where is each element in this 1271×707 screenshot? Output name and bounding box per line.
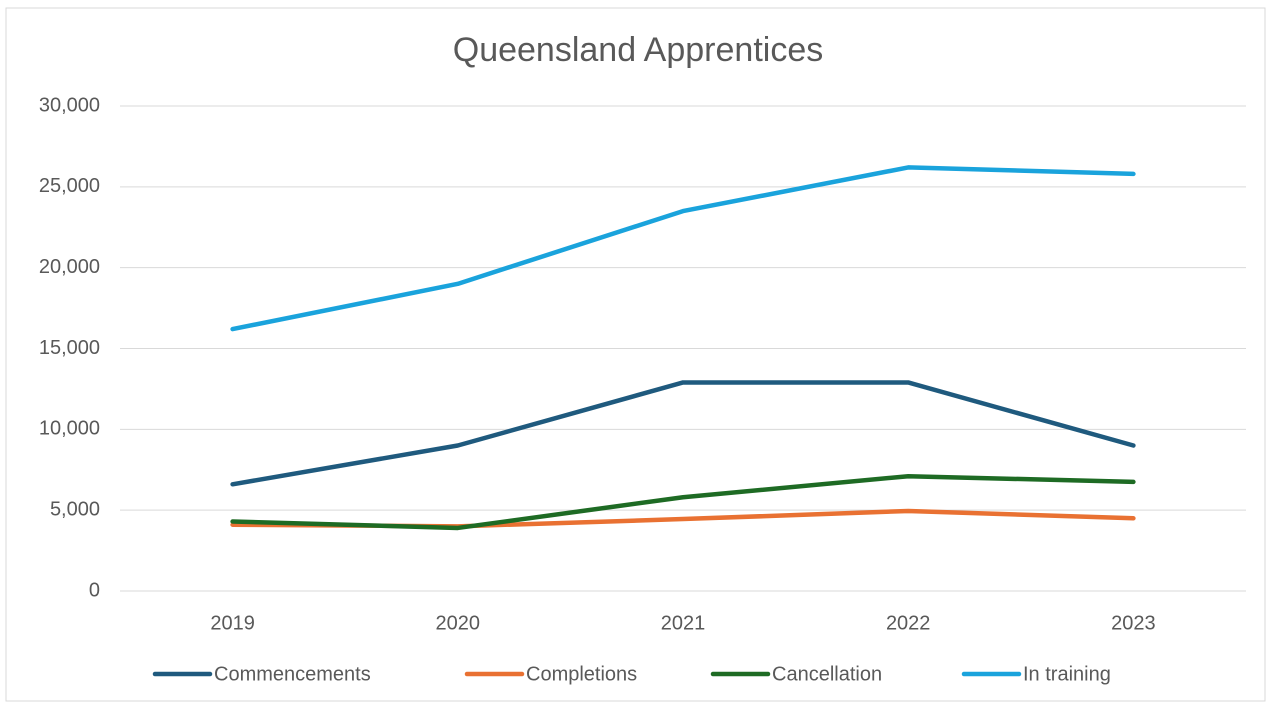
legend-label: In training [1023, 663, 1111, 685]
series-line [230, 165, 1136, 332]
legend-label: Completions [526, 663, 637, 685]
y-tick-label: 10,000 [39, 418, 100, 440]
series-line [230, 473, 1136, 531]
x-tick-label: 2022 [886, 612, 931, 634]
y-tick-label: 15,000 [39, 337, 100, 359]
chart-title: Queensland Apprentices [453, 31, 823, 69]
x-tick-label: 2019 [210, 612, 255, 634]
y-tick-label: 0 [89, 579, 100, 601]
x-tick-label: 2021 [661, 612, 706, 634]
series-line [230, 380, 1136, 487]
y-tick-label: 30,000 [39, 94, 100, 116]
x-tick-label: 2023 [1111, 612, 1156, 634]
y-tick-label: 25,000 [39, 175, 100, 197]
legend-label: Commencements [214, 663, 371, 685]
chart-border [5, 7, 1266, 702]
y-tick-label: 20,000 [39, 256, 100, 278]
y-tick-label: 5,000 [50, 498, 100, 520]
legend-label: Cancellation [772, 663, 882, 685]
x-tick-label: 2020 [436, 612, 481, 634]
